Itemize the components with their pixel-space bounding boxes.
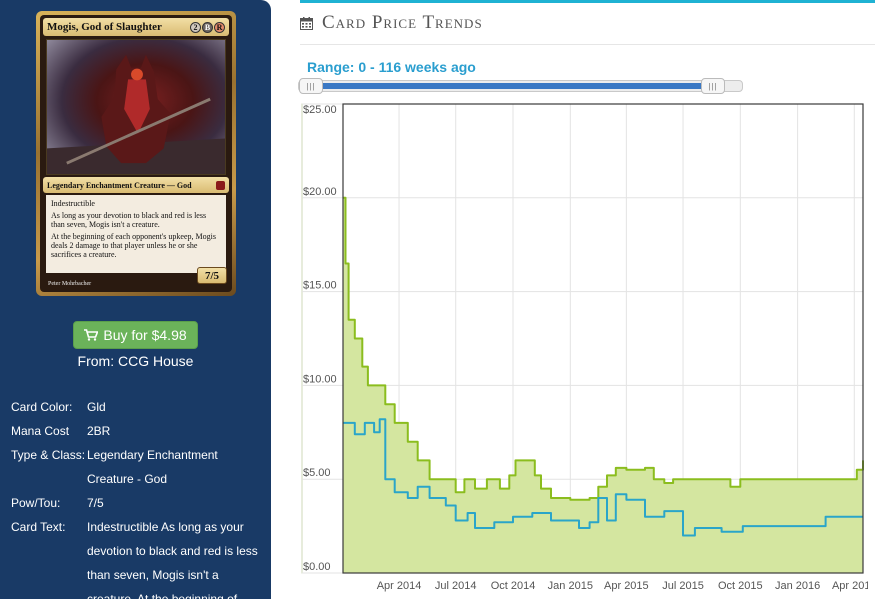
mana-symbols: 2 B R <box>190 21 225 33</box>
x-tick-label: Jul 2014 <box>435 580 477 592</box>
x-tick-label: Apr 2015 <box>604 580 649 592</box>
x-tick-label: Apr 2014 <box>377 580 422 592</box>
shopping-cart-icon <box>84 329 99 341</box>
price-trend-chart: $25.00 $20.00 $15.00 $10.00 $5.00 $0.00 Apr 20… <box>301 103 868 592</box>
y-tick-label: $5.00 <box>303 467 331 479</box>
card-sidebar: Mogis, God of Slaughter 2 B R Legendary … <box>0 0 271 599</box>
card-details-table: Card Color: Gld Mana Cost 2BR Type & Cla… <box>11 395 266 599</box>
x-tick-label: Jan 2016 <box>775 580 820 592</box>
detail-value: Gld <box>87 400 106 414</box>
buy-button-label: Buy for $4.98 <box>103 327 187 343</box>
seller-name: From: CCG House <box>77 353 194 369</box>
card-artist-credit: Peter Mohrbacher <box>48 281 92 287</box>
detail-row-mana-cost: Mana Cost 2BR <box>11 419 266 443</box>
x-tick-label: Jul 2015 <box>662 580 704 592</box>
card-artwork <box>46 39 226 175</box>
card-name-bar: Mogis, God of Slaughter 2 B R <box>43 18 229 36</box>
detail-label: Pow/Tou: <box>11 496 61 510</box>
card-artwork-illustration <box>47 54 225 174</box>
mana-symbol-generic: 2 <box>190 21 201 33</box>
x-tick-label: Oct 2014 <box>491 580 536 592</box>
y-tick-label: $10.00 <box>303 373 337 385</box>
range-slider-end-handle[interactable]: ||| <box>701 78 726 94</box>
accent-rule <box>300 0 875 3</box>
series-line-0 <box>343 196 864 501</box>
detail-value: 2BR <box>87 424 111 438</box>
plot-border <box>342 103 864 574</box>
section-header: Card Price Trends <box>300 11 483 35</box>
card-frame: Mogis, God of Slaughter 2 B R Legendary … <box>40 15 232 292</box>
detail-label: Card Text: <box>11 520 66 534</box>
detail-label: Mana Cost <box>11 424 70 438</box>
card-image[interactable]: Mogis, God of Slaughter 2 B R Legendary … <box>36 11 236 296</box>
x-tick-label: Jan 2015 <box>548 580 593 592</box>
card-rules-line: As long as your devotion to black and re… <box>51 211 207 229</box>
card-type-bar: Legendary Enchantment Creature — God <box>43 177 229 193</box>
x-tick-label: Apr 2016 <box>832 580 868 592</box>
x-tick-label: Oct 2015 <box>718 580 763 592</box>
y-tick-label: $0.00 <box>303 561 331 573</box>
range-slider[interactable]: ||| ||| <box>298 78 743 94</box>
card-power-toughness: 7/5 <box>197 267 227 284</box>
range-label: Range: 0 - 116 weeks ago <box>307 59 476 75</box>
buy-button[interactable]: Buy for $4.98 <box>73 321 198 349</box>
detail-row-type: Type & Class: Legendary Enchantment Crea… <box>11 443 266 491</box>
detail-row-card-text: Card Text: Indestructible As long as you… <box>11 515 266 599</box>
title-divider <box>300 44 875 45</box>
detail-value: Legendary Enchantment Creature - God <box>87 448 218 486</box>
series-line-1 <box>343 418 863 537</box>
range-slider-start-handle[interactable]: ||| <box>299 78 323 94</box>
card-name: Mogis, God of Slaughter <box>47 21 162 33</box>
y-tick-label: $25.00 <box>303 104 337 116</box>
detail-label: Type & Class: <box>11 448 86 462</box>
mana-symbol-black: B <box>202 21 213 33</box>
card-rules-line: At the beginning of each opponent's upke… <box>51 232 216 259</box>
range-slider-fill <box>311 83 714 89</box>
y-tick-label: $20.00 <box>303 186 337 198</box>
detail-row-pow-tou: Pow/Tou: 7/5 <box>11 491 266 515</box>
section-title: Card Price Trends <box>322 12 483 33</box>
detail-label: Card Color: <box>11 400 73 414</box>
detail-value: Indestructible As long as your devotion … <box>87 520 258 599</box>
mana-symbol-red: R <box>214 21 225 33</box>
card-type-line: Legendary Enchantment Creature — God <box>47 180 192 190</box>
detail-row-color: Card Color: Gld <box>11 395 266 419</box>
y-tick-label: $15.00 <box>303 280 337 292</box>
detail-value: 7/5 <box>87 496 104 510</box>
set-symbol-icon <box>216 180 225 190</box>
card-rules-box: Indestructible As long as your devotion … <box>46 195 226 273</box>
card-rules-line: Indestructible <box>51 199 95 208</box>
calendar-icon <box>300 16 313 30</box>
